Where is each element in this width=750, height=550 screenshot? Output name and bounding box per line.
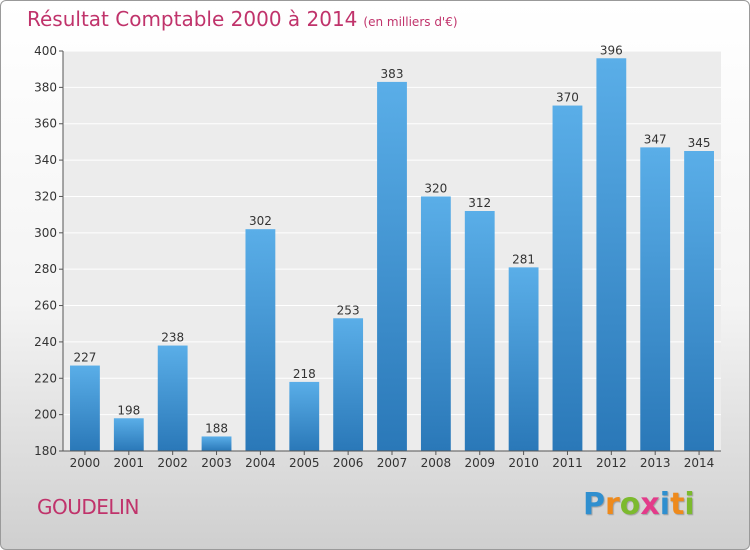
- x-tick-label: 2001: [114, 456, 145, 470]
- bar: [464, 211, 495, 451]
- y-tick-label: 260: [34, 299, 57, 313]
- bar-value-label: 345: [688, 136, 711, 150]
- bar-value-label: 383: [381, 67, 404, 81]
- bar-value-label: 370: [556, 91, 579, 105]
- bar-value-label: 281: [512, 252, 535, 266]
- bar-value-label: 188: [205, 421, 228, 435]
- bar-value-label: 396: [600, 43, 623, 57]
- bar: [596, 58, 627, 451]
- chart-subtitle: (en milliers d'€): [363, 15, 458, 29]
- logo-letter: r: [605, 487, 620, 522]
- y-tick-label: 340: [34, 153, 57, 167]
- logo-letter: o: [619, 487, 641, 522]
- proxiti-logo: Proxiti: [583, 487, 695, 522]
- bar-value-label: 347: [644, 132, 667, 146]
- logo-letter: t: [670, 487, 685, 522]
- bar-value-label: 320: [424, 181, 447, 195]
- bar-value-label: 302: [249, 214, 272, 228]
- bar: [377, 81, 407, 451]
- x-tick-label: 2014: [684, 456, 715, 470]
- bar: [684, 151, 714, 451]
- logo-letter: i: [659, 487, 671, 522]
- x-tick-label: 2010: [508, 456, 539, 470]
- bar-value-label: 253: [337, 303, 360, 317]
- bar: [640, 147, 671, 451]
- x-tick-label: 2009: [464, 456, 495, 470]
- x-tick-label: 2008: [421, 456, 452, 470]
- bar-value-label: 238: [161, 331, 184, 345]
- logo-letter: i: [684, 487, 695, 522]
- y-tick-label: 320: [34, 189, 57, 203]
- bar: [245, 229, 276, 451]
- bar: [420, 196, 451, 451]
- y-tick-label: 380: [34, 80, 57, 94]
- x-tick-label: 2013: [640, 456, 671, 470]
- x-tick-label: 2003: [201, 456, 232, 470]
- bar: [289, 381, 320, 451]
- chart-bars: [70, 58, 714, 451]
- chart-axes: 180 200 220 240 260 280 300 320 340 360 380 400 2000…: [34, 44, 721, 470]
- x-tick-label: 2000: [70, 456, 101, 470]
- logo-letter: x: [640, 487, 660, 522]
- chart-title-text: Résultat Comptable 2000 à 2014: [27, 7, 358, 31]
- y-tick-label: 360: [34, 117, 57, 131]
- bar: [201, 436, 232, 451]
- place-name: GOUDELIN: [37, 495, 139, 519]
- y-tick-label: 400: [34, 44, 57, 58]
- y-tick-label: 280: [34, 262, 57, 276]
- chart-title: Résultat Comptable 2000 à 2014 (en millie…: [27, 7, 458, 31]
- bar: [157, 345, 188, 451]
- y-tick-label: 200: [34, 408, 57, 422]
- x-tick-label: 2006: [333, 456, 364, 470]
- bar: [113, 418, 144, 451]
- x-tick-label: 2011: [552, 456, 583, 470]
- bar-value-label: 312: [468, 196, 491, 210]
- bar: [508, 267, 539, 451]
- logo-letter: P: [583, 487, 605, 522]
- x-tick-label: 2004: [245, 456, 276, 470]
- bar-value-label: 198: [117, 403, 140, 417]
- x-tick-label: 2012: [596, 456, 627, 470]
- x-tick-label: 2002: [157, 456, 188, 470]
- bar: [552, 105, 583, 451]
- bar: [70, 365, 100, 451]
- bar-value-label: 218: [293, 367, 316, 381]
- bar: [333, 318, 364, 451]
- y-tick-label: 180: [34, 444, 57, 458]
- y-tick-label: 300: [34, 226, 57, 240]
- y-tick-label: 220: [34, 371, 57, 385]
- x-tick-label: 2005: [289, 456, 320, 470]
- x-tick-label: 2007: [377, 456, 408, 470]
- bar-value-label: 227: [73, 351, 96, 365]
- chart-data-labels: 227 198 238 188 302 218 253 383 320 312 281 370 396 3…: [73, 43, 710, 435]
- y-tick-label: 240: [34, 335, 57, 349]
